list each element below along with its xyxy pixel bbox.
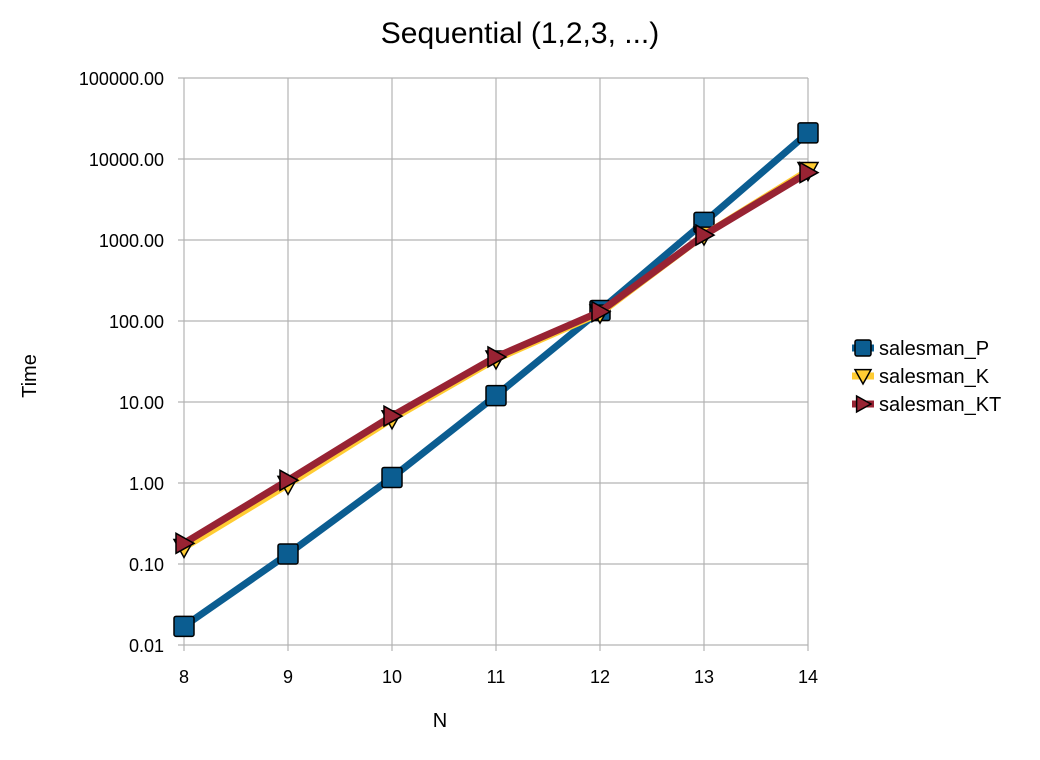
point-marker [797, 122, 819, 144]
point-marker [175, 532, 196, 555]
legend-label: salesman_K [879, 366, 990, 388]
y-tick-label: 100.00 [109, 312, 164, 332]
point-marker [383, 404, 404, 428]
chart-title: Sequential (1,2,3, ...) [381, 17, 660, 50]
point-marker [855, 394, 873, 414]
legend-item: salesman_P [852, 338, 989, 360]
x-axis-title: N [433, 710, 447, 732]
point-marker [591, 300, 612, 324]
legend-label: salesman_KT [879, 394, 1001, 416]
x-tick-label: 11 [487, 667, 506, 687]
point-marker [487, 345, 508, 369]
point-marker [277, 543, 299, 565]
point-marker [854, 339, 872, 357]
legend-item: salesman_KT [852, 394, 1001, 416]
point-marker [173, 615, 195, 638]
y-tick-label: 10.00 [119, 393, 164, 413]
point-marker [853, 368, 873, 386]
y-tick-label: 100000.00 [79, 69, 164, 89]
y-tick-label: 0.10 [129, 555, 164, 575]
y-tick-label: 1.00 [129, 474, 164, 494]
y-tick-label: 10000.00 [89, 150, 164, 170]
plot-series [172, 122, 820, 638]
y-tick-labels: 0.01 0.10 1.00 10.00 100.00 1000.00 10000.00 10… [79, 69, 164, 656]
legend: salesman_P salesman_K salesman_KT [852, 338, 1001, 416]
legend-item: salesman_K [852, 366, 990, 388]
y-tick-label: 0.01 [129, 636, 164, 656]
x-tick-labels: 8 9 10 11 12 13 14 [179, 667, 818, 687]
legend-label: salesman_P [879, 338, 989, 360]
y-axis-title: Time [19, 354, 41, 398]
x-tick-label: 10 [382, 667, 402, 687]
y-tick-label: 1000.00 [99, 231, 164, 251]
x-tick-label: 12 [590, 667, 610, 687]
point-marker [799, 161, 820, 184]
point-marker [485, 384, 507, 407]
x-tick-label: 8 [179, 667, 189, 687]
x-tick-label: 9 [283, 667, 293, 687]
point-marker [695, 223, 716, 247]
point-marker [381, 466, 403, 489]
x-tick-label: 13 [694, 667, 714, 687]
series-salesman_KT [175, 161, 820, 555]
gridlines [178, 77, 809, 651]
point-marker [279, 469, 300, 492]
x-tick-label: 14 [798, 667, 818, 687]
